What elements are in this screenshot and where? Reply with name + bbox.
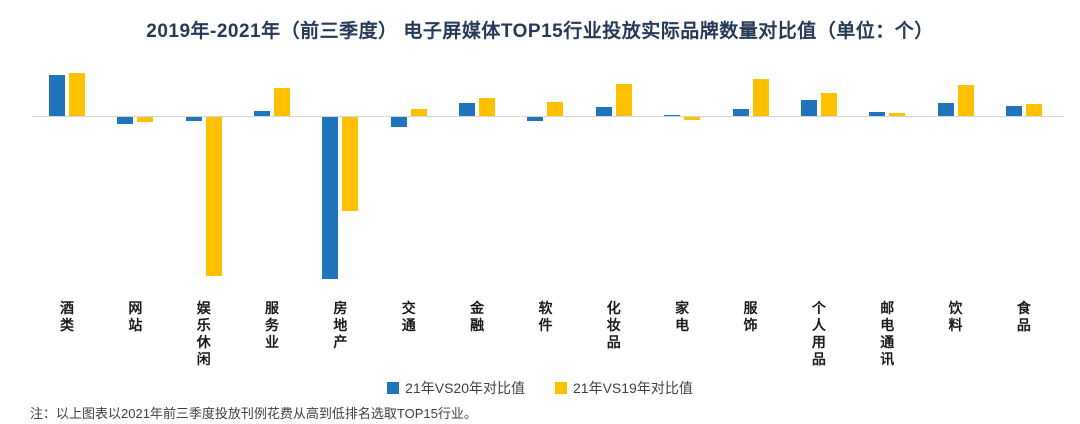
category-label-酒类: 酒类 bbox=[60, 300, 74, 333]
bar-series0-化妆品 bbox=[595, 107, 612, 116]
category-label-服饰: 服饰 bbox=[743, 300, 758, 333]
category-label-网站: 网站 bbox=[128, 300, 143, 333]
category-label-饮料: 饮料 bbox=[948, 300, 963, 333]
bar-series1-服务业 bbox=[274, 88, 291, 116]
legend-swatch-blue bbox=[387, 382, 400, 394]
bar-series1-化妆品 bbox=[615, 84, 632, 116]
bar-series0-服务业 bbox=[254, 111, 271, 116]
bar-series1-金融 bbox=[479, 98, 496, 116]
bar-series0-家电 bbox=[664, 115, 681, 116]
bar-series0-网站 bbox=[117, 117, 134, 124]
bar-series0-酒类 bbox=[49, 75, 65, 116]
bar-series0-金融 bbox=[459, 103, 476, 116]
x-axis-line bbox=[32, 116, 1064, 117]
bar-series1-交通 bbox=[410, 109, 427, 116]
category-label-软件: 软件 bbox=[538, 300, 553, 333]
bar-series1-软件 bbox=[547, 102, 564, 116]
bar-series1-娱乐休闲 bbox=[205, 117, 222, 276]
bar-series0-邮电通讯 bbox=[869, 112, 886, 116]
bar-series1-酒类 bbox=[69, 73, 85, 116]
category-label-化妆品: 化妆品 bbox=[606, 300, 621, 350]
bar-series1-邮电通讯 bbox=[889, 113, 906, 116]
bar-series1-家电 bbox=[684, 117, 701, 120]
chart-legend: 21年VS20年对比值 21年VS19年对比值 bbox=[0, 378, 1080, 398]
footnote: 注：以上图表以2021年前三季度投放刊例花费从高到低排名选取TOP15行业。 bbox=[30, 406, 477, 421]
category-label-服务业: 服务业 bbox=[265, 300, 280, 350]
legend-label: 21年VS20年对比值 bbox=[405, 380, 525, 396]
bar-series0-个人用品 bbox=[800, 100, 817, 116]
legend-swatch-yellow bbox=[555, 382, 567, 394]
bar-series1-饮料 bbox=[957, 85, 974, 116]
bar-series1-房地产 bbox=[342, 117, 359, 211]
chart-title: 2019年-2021年（前三季度） 电子屏媒体TOP15行业投放实际品牌数量对比… bbox=[146, 21, 934, 42]
category-label-个人用品: 个人用品 bbox=[811, 300, 826, 367]
category-label-交通: 交通 bbox=[401, 300, 416, 333]
category-label-食品: 食品 bbox=[1016, 300, 1031, 333]
legend-label: 21年VS19年对比值 bbox=[573, 380, 693, 396]
bar-series0-娱乐休闲 bbox=[185, 117, 202, 121]
bar-series1-食品 bbox=[1025, 104, 1042, 116]
category-label-娱乐休闲: 娱乐休闲 bbox=[196, 300, 211, 367]
bar-series1-网站 bbox=[137, 117, 154, 122]
category-label-房地产: 房地产 bbox=[333, 300, 348, 350]
bar-series0-交通 bbox=[390, 117, 407, 127]
bar-series0-房地产 bbox=[322, 117, 339, 279]
bar-series0-软件 bbox=[527, 117, 544, 121]
legend-item-21vs20: 21年VS20年对比值 bbox=[387, 378, 525, 398]
category-label-邮电通讯: 邮电通讯 bbox=[880, 300, 895, 367]
bar-series1-服饰 bbox=[752, 79, 769, 116]
bar-series1-个人用品 bbox=[820, 93, 837, 116]
legend-item-21vs19: 21年VS19年对比值 bbox=[555, 378, 693, 398]
bar-series0-服饰 bbox=[732, 109, 749, 116]
category-label-金融: 金融 bbox=[470, 300, 485, 333]
bar-series0-食品 bbox=[1005, 106, 1022, 116]
category-label-家电: 家电 bbox=[675, 300, 690, 333]
bar-series0-饮料 bbox=[937, 103, 954, 116]
